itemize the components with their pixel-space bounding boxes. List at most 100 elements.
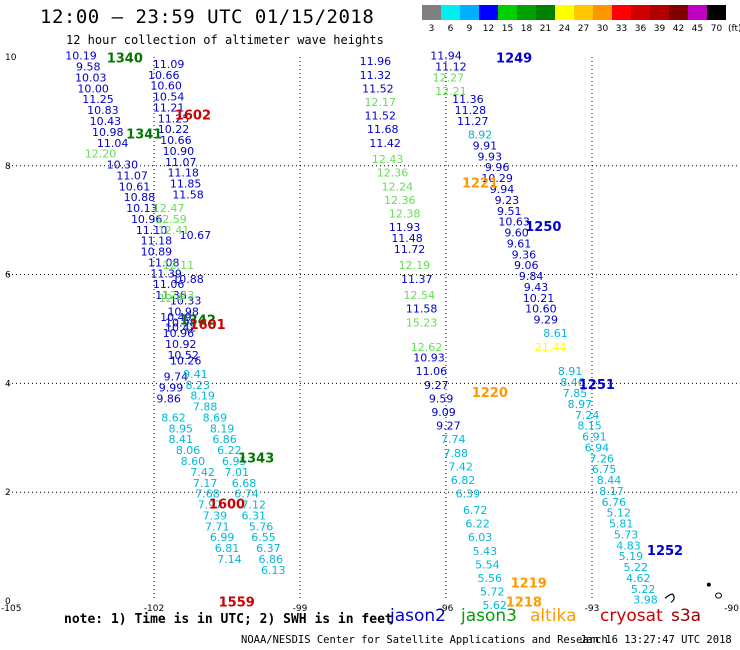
swh-value: 7.68	[195, 488, 220, 501]
swh-value: 6.03	[468, 531, 493, 544]
x-tick-label: -96	[439, 604, 454, 614]
swh-value: 11.36	[452, 93, 484, 106]
swh-value: 6.91	[582, 431, 607, 444]
swh-value: 12.21	[435, 85, 467, 98]
swh-value: 10.89	[141, 246, 173, 259]
pass-time-label: 1249	[496, 51, 532, 66]
swh-value: 21.44	[535, 341, 567, 354]
swh-value: 9.29	[534, 314, 559, 327]
swh-value: 11.25	[158, 112, 190, 125]
swh-value: 7.74	[441, 433, 466, 446]
swh-value: 12.36	[377, 167, 409, 180]
swh-value: 10.60	[150, 80, 182, 93]
swh-value: 12.17	[365, 96, 397, 109]
colorbar-swatch	[612, 5, 631, 20]
swh-value: 6.55	[251, 531, 276, 544]
swh-value: 8.91	[558, 365, 583, 378]
swh-value: 10.52	[167, 349, 199, 362]
swh-value: 10.60	[525, 303, 557, 316]
swh-value: 10.21	[523, 292, 555, 305]
pass-time-label: 1251	[579, 378, 615, 393]
axis-tick-labels: -105 -102 -99 -96 -93 -90 10 8 6 4 2 0	[1, 53, 739, 614]
colorbar-level-label: 30	[597, 24, 609, 34]
swh-value: 9.59	[429, 392, 454, 405]
swh-value: 11.52	[365, 110, 397, 123]
swh-value: 6.75	[592, 463, 617, 476]
swh-value: 6.39	[456, 488, 481, 501]
swh-value: 8.97	[568, 398, 593, 411]
colorbar-level-label: 3	[429, 24, 435, 34]
swh-value: 11.58	[406, 303, 438, 316]
swh-value: 10.88	[172, 273, 204, 286]
swh-value: 6.72	[463, 504, 488, 517]
colorbar-swatch	[517, 5, 536, 20]
swh-value: 8.44	[597, 474, 622, 487]
legend-altika: altika	[530, 606, 577, 626]
swh-value: 11.58	[172, 188, 204, 201]
swh-value: 7.42	[190, 466, 215, 479]
swh-value: 11.72	[394, 243, 426, 256]
swh-value: 9.36	[512, 248, 537, 261]
swh-value: 8.19	[210, 422, 235, 435]
swh-value: 10.03	[75, 71, 107, 84]
swh-value: 11.04	[97, 137, 129, 150]
swh-value: 11.07	[165, 156, 197, 169]
swh-value: 6.76	[602, 496, 627, 509]
swh-value: 12.41	[158, 224, 190, 237]
swh-value: 8.19	[190, 390, 215, 403]
swh-value: 6.81	[215, 542, 240, 555]
swh-value: 12.11	[163, 259, 195, 272]
satellite-tracks: 10.199.5810.0310.0011.2510.8310.4310.981…	[65, 50, 658, 612]
swh-value: 10.26	[170, 354, 202, 367]
legend-jason2: jason2	[390, 606, 446, 626]
swh-value: 11.06	[416, 365, 448, 378]
colorbar-swatch	[422, 5, 441, 20]
swh-value: 12.36	[384, 194, 416, 207]
swh-value: 6.13	[261, 564, 286, 577]
swh-value: 10.67	[180, 229, 212, 242]
swh-value: 3.98	[633, 594, 658, 607]
swh-value: 9.06	[514, 259, 539, 272]
island-outline	[715, 592, 723, 599]
y-tick-label: 2	[5, 488, 11, 498]
colorbar-swatch	[593, 5, 612, 20]
swh-value: 10.92	[165, 338, 197, 351]
swh-value: 6.31	[242, 509, 267, 522]
colorbar-swatch	[536, 5, 555, 20]
swh-value: 7.88	[193, 401, 218, 414]
swh-value: 10.00	[77, 82, 109, 95]
swh-value: 8.62	[161, 411, 186, 424]
swh-value: 7.14	[217, 553, 242, 566]
swh-value: 10.83	[87, 104, 119, 117]
swh-value: 11.21	[153, 101, 185, 114]
island-outline	[706, 582, 711, 587]
colorbar-swatch	[479, 5, 498, 20]
swh-value: 9.27	[436, 420, 461, 433]
swh-value: 7.01	[224, 466, 249, 479]
chart-title: 12:00 – 23:59 UTC 01/15/2018	[40, 6, 375, 28]
x-tick-label: -105	[1, 604, 21, 614]
swh-value: 9.74	[164, 371, 189, 384]
swh-value: 6.22	[465, 518, 490, 531]
swh-value: 7.26	[589, 452, 614, 465]
note-text: note: 1) Time is in UTC; 2) SWH is in fe…	[64, 612, 393, 627]
pass-time-label: 1220	[472, 386, 508, 401]
swh-value: 9.99	[159, 382, 184, 395]
swh-value: 10.96	[163, 327, 195, 340]
swh-value: 12.62	[411, 341, 443, 354]
swh-value: 10.54	[153, 91, 185, 104]
swh-value: 9.09	[431, 406, 456, 419]
swh-value: 10.98	[165, 316, 197, 329]
colorbar-swatch	[669, 5, 688, 20]
x-tick-label: -90	[724, 604, 739, 614]
swh-value: 12.54	[403, 289, 435, 302]
swh-value: 6.86	[212, 433, 237, 446]
colorbar-level-label: 39	[654, 24, 666, 34]
swh-value: 9.91	[473, 139, 498, 152]
swh-value: 9.41	[183, 368, 208, 381]
swh-value: 10.29	[481, 172, 513, 185]
colorbar-level-label: 21	[540, 24, 551, 34]
island-outline	[664, 593, 675, 603]
swh-value: 11.37	[401, 273, 433, 286]
